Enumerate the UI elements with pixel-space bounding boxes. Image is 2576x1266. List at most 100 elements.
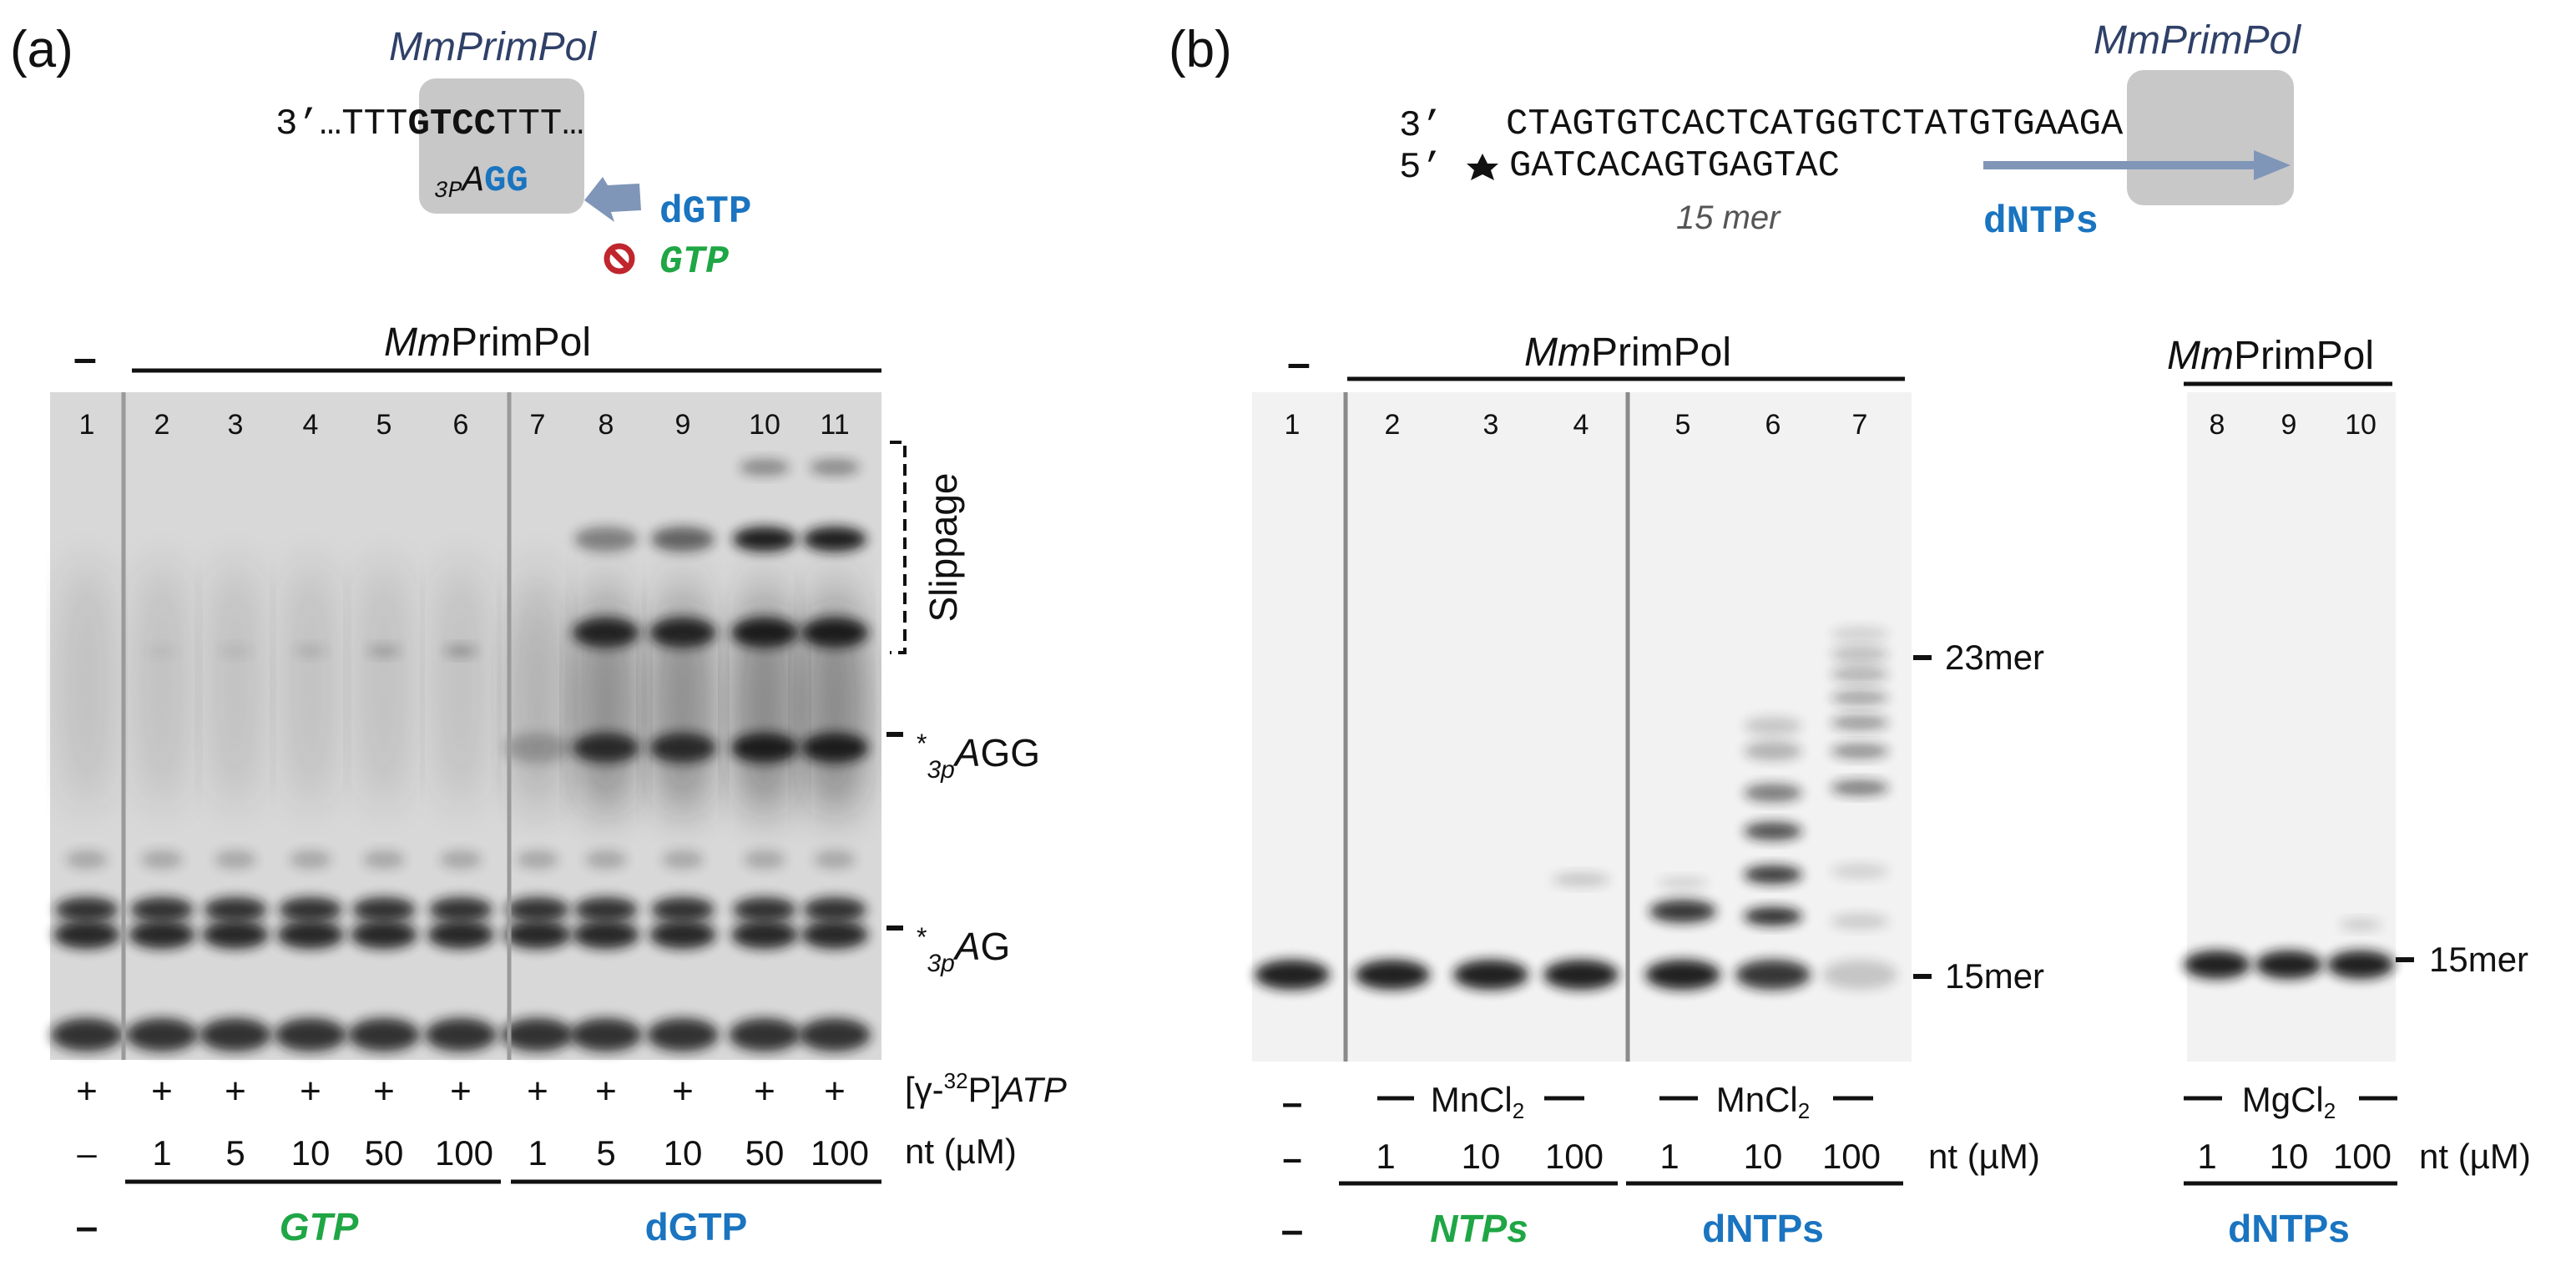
- atp-sign: +: [373, 1071, 395, 1112]
- incoming-dgtp: dGTP: [659, 190, 751, 234]
- group-label-dntps-right: dNTPs: [2228, 1207, 2350, 1250]
- lane-number: 10: [2345, 409, 2376, 441]
- panel-b-enzyme-title: MmPrimPol: [2094, 18, 2301, 63]
- template-prefix: 3’…TTT: [275, 103, 407, 145]
- panel-b-header-plain: PrimPol: [1591, 330, 1731, 375]
- gel-band: [733, 527, 796, 552]
- gel-band: [145, 645, 179, 657]
- nt-value: 10: [291, 1133, 331, 1173]
- gel-band: [1645, 960, 1720, 990]
- panel-b-label: (b): [1169, 21, 1232, 78]
- gel-band: [504, 601, 571, 818]
- marker-23mer: 23mer: [1945, 638, 2044, 677]
- lane-number: 10: [749, 409, 780, 441]
- extension-arrow-icon: [2254, 150, 2291, 180]
- lane-number: 9: [2281, 409, 2297, 441]
- gel-band: [363, 850, 405, 869]
- gel-band: [427, 920, 494, 949]
- gel-band: [425, 1018, 497, 1052]
- gel-band: [1543, 960, 1619, 990]
- band-italic: A: [952, 925, 981, 968]
- lane-number: 2: [1385, 409, 1401, 441]
- gel-band: [440, 850, 482, 869]
- incoming-gtp-blocked: GTP: [659, 240, 729, 284]
- atp-sign: +: [300, 1071, 321, 1112]
- gel-band: [801, 920, 868, 949]
- metal-sub: 2: [2324, 1098, 2336, 1123]
- gel-band: [290, 850, 331, 869]
- gel-band: [126, 1018, 198, 1052]
- nt-value: 1: [152, 1133, 171, 1173]
- gel-band: [1831, 667, 1889, 682]
- gel-band: [1744, 742, 1802, 760]
- gel-band: [1552, 873, 1610, 886]
- gel-band: [351, 920, 417, 949]
- gel-band: [1831, 647, 1889, 662]
- gel-band: [206, 559, 265, 810]
- atp-sign: +: [672, 1071, 694, 1112]
- bottom-minus-a: –: [76, 1205, 98, 1249]
- gel-band: [733, 897, 796, 922]
- gel-band: [1658, 877, 1708, 889]
- gel-band: [202, 920, 269, 949]
- group-label-dntps: dNTPs: [1702, 1207, 1824, 1250]
- nt-value: 100: [1545, 1137, 1604, 1176]
- template-suffix: TTT…: [496, 103, 584, 145]
- gel-band: [352, 897, 416, 922]
- lane-number: 6: [453, 409, 469, 441]
- panel-b-header-right: MmPrimPol: [2167, 334, 2374, 378]
- group-label-dgtp: dGTP: [645, 1205, 748, 1248]
- metal-mncl2-dntps: MnCl2: [1716, 1080, 1810, 1123]
- gel-band: [219, 645, 252, 657]
- nt-value: 50: [745, 1133, 785, 1173]
- panel-b-header-italic: Mm: [1524, 330, 1591, 375]
- primer-seq-b: GATCACAGTGAGTAC: [1509, 145, 1840, 187]
- lane-number: 4: [1573, 409, 1589, 441]
- template-strand: 3’…TTTGTCCTTT…: [275, 103, 584, 145]
- band-label-3pag: *3pAG: [917, 922, 1010, 977]
- gel-band: [502, 1018, 573, 1052]
- gel-band: [662, 850, 704, 869]
- gel-band: [53, 920, 120, 949]
- gel-band: [740, 459, 790, 476]
- gel-band: [215, 850, 256, 869]
- gel-band: [574, 897, 638, 922]
- gel-band: [2255, 951, 2322, 979]
- lane-number: 3: [1483, 409, 1499, 441]
- gel-band: [355, 559, 413, 810]
- atp-label: [γ-32P]ATP: [905, 1068, 1067, 1109]
- gel-band: [66, 850, 108, 869]
- gel-band: [517, 850, 558, 869]
- gel-band: [799, 1018, 871, 1052]
- gel-band: [649, 920, 716, 949]
- lane-number: 8: [599, 409, 614, 441]
- gel-band: [649, 601, 716, 818]
- panel-a-header-italic: Mm: [384, 320, 451, 365]
- panel-b-header: MmPrimPol: [1524, 330, 1731, 375]
- gel-band: [281, 559, 340, 810]
- atp-label-open: [γ-: [905, 1070, 944, 1109]
- atp-row: + + + + + + + + + + +: [76, 1071, 846, 1112]
- gel-b-lane-numbers: 1 2 3 4 5 6 7: [1285, 409, 1868, 441]
- nt-value: 10: [664, 1133, 703, 1173]
- primer-sub: 3P: [434, 179, 462, 204]
- gel-band: [367, 645, 401, 657]
- lane-number: 7: [1852, 409, 1868, 441]
- gel-band: [810, 459, 860, 476]
- template-seq-b: CTAGTGTCACTCATGGTCTATGTGAAGA: [1506, 103, 2124, 145]
- gel-b-bands: [1255, 627, 1897, 990]
- primer-length: 15 mer: [1676, 199, 1781, 236]
- incoming-dntps: dNTPs: [1983, 200, 2099, 244]
- nt-value: 100: [435, 1133, 493, 1173]
- gel-band: [1831, 864, 1889, 879]
- gel-band: [275, 1018, 346, 1052]
- lane-number: 9: [675, 409, 691, 441]
- panel-a-header-plain: PrimPol: [451, 320, 591, 365]
- gel-band: [570, 1018, 642, 1052]
- gel-band: [130, 897, 194, 922]
- lane-number: 8: [2210, 409, 2225, 441]
- gel-band: [2327, 951, 2394, 979]
- nt-value: 100: [1822, 1137, 1881, 1176]
- primer-gg: GG: [484, 160, 528, 202]
- template-bold: GTCC: [407, 103, 496, 145]
